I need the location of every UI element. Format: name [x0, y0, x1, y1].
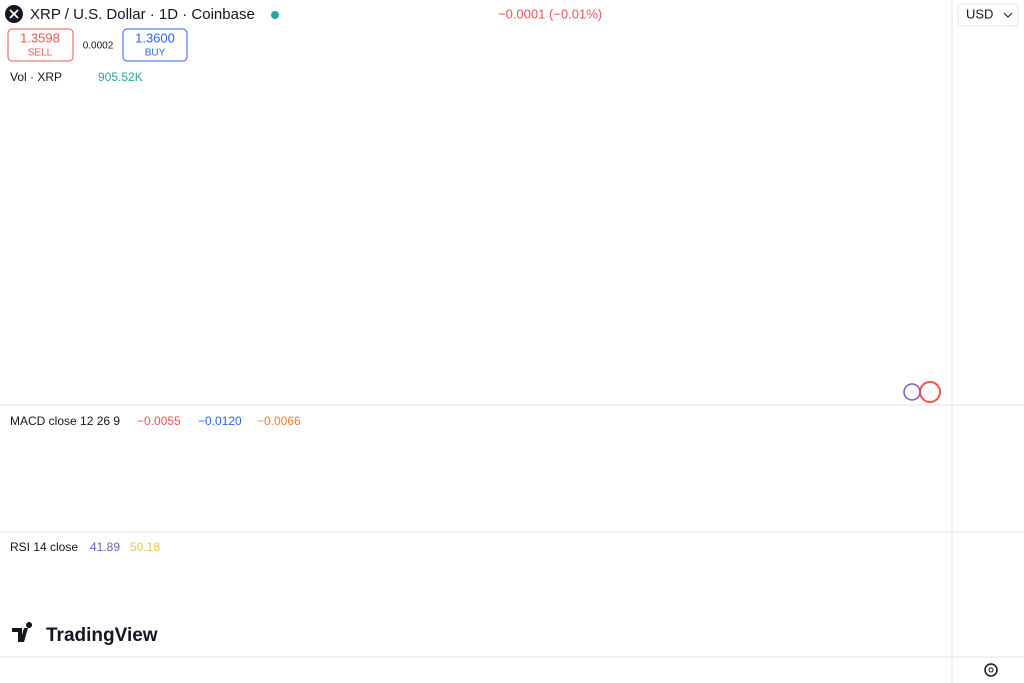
settings-icon-center	[988, 667, 994, 673]
market-status	[271, 11, 279, 19]
sell-button[interactable]	[7, 28, 74, 62]
sell-label: SELL	[28, 48, 53, 59]
rsi-ma-legend: 50.18	[130, 540, 160, 554]
currency: USD	[966, 6, 993, 21]
spread: 0.0002	[83, 41, 114, 52]
event-icon[interactable]	[919, 381, 941, 403]
macd-hist-legend: −0.0055	[137, 414, 181, 428]
buy-button[interactable]	[122, 28, 188, 62]
rsi-legend: 41.89	[90, 540, 120, 554]
symbol-title[interactable]: XRP / U.S. Dollar · 1D · Coinbase	[30, 6, 255, 23]
volume-legend-value: 905.52K	[98, 70, 143, 84]
rsi-title: RSI 14 close	[10, 540, 78, 554]
sell-price: 1.3598	[20, 30, 60, 45]
chevron	[1003, 12, 1013, 18]
brand-logo	[12, 622, 33, 642]
volume-title: Vol · XRP	[10, 70, 62, 84]
buy-label: BUY	[145, 48, 166, 59]
macd-title: MACD close 12 26 9	[10, 414, 120, 428]
macd-signal-legend: −0.0066	[257, 414, 301, 428]
event-icon[interactable]	[903, 383, 921, 401]
buy-price: 1.3600	[135, 30, 175, 45]
settings-icon[interactable]	[984, 663, 998, 677]
change: −0.0001 (−0.01%)	[498, 6, 602, 21]
symbol-icon-x	[9, 9, 19, 19]
macd-line-legend: −0.0120	[198, 414, 242, 428]
brand-name: TradingView	[46, 625, 158, 646]
currency-button[interactable]	[957, 3, 1019, 27]
